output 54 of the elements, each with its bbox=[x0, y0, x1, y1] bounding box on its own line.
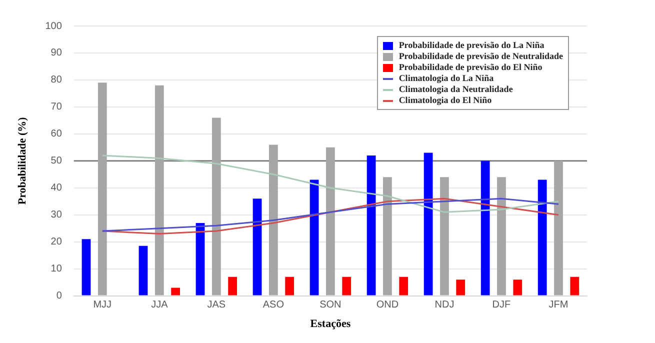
bar bbox=[342, 276, 352, 296]
y-tick-label: 10 bbox=[50, 264, 62, 275]
y-tick-label: 80 bbox=[50, 74, 62, 86]
bar bbox=[513, 280, 522, 296]
bar bbox=[440, 177, 449, 296]
bar bbox=[138, 246, 148, 296]
y-tick-label: 100 bbox=[45, 20, 62, 32]
x-tick-label: SON bbox=[320, 300, 342, 311]
bar bbox=[326, 147, 335, 296]
bar bbox=[456, 280, 466, 296]
y-tick-label: 40 bbox=[50, 182, 62, 194]
bar bbox=[480, 160, 490, 296]
bar bbox=[252, 198, 262, 296]
legend-label: Climatologia da Neutralidade bbox=[398, 84, 513, 95]
bar bbox=[570, 276, 580, 296]
y-tick-label: 30 bbox=[50, 210, 62, 221]
bar bbox=[228, 276, 238, 296]
x-tick-label: JAS bbox=[207, 300, 226, 311]
x-tick-label: DJF bbox=[492, 300, 511, 311]
y-tick-label: 0 bbox=[56, 290, 62, 302]
legend-label: Climatologia do La Niña bbox=[398, 73, 494, 84]
y-tick-label: 20 bbox=[50, 236, 62, 248]
bar bbox=[82, 239, 91, 296]
bar bbox=[554, 160, 563, 296]
y-tick-label: 90 bbox=[50, 48, 62, 59]
legend-label: Probabilidade de previsão do La Niña bbox=[398, 40, 544, 51]
x-tick-label: ASO bbox=[262, 300, 284, 311]
x-tick-label: JJA bbox=[151, 300, 168, 311]
bar bbox=[98, 82, 107, 296]
x-tick-label: OND bbox=[376, 300, 399, 311]
bar bbox=[497, 177, 506, 296]
bar bbox=[285, 276, 294, 296]
bar bbox=[212, 118, 221, 296]
y-tick-label: 70 bbox=[50, 102, 62, 113]
x-tick-label: MJJ bbox=[93, 300, 112, 311]
legend-label: Probabilidade de previsão de Neutralidade bbox=[398, 51, 563, 62]
bar bbox=[424, 152, 433, 296]
legend-label: Probabilidade de previsão do El Niño bbox=[398, 62, 542, 73]
bar bbox=[366, 156, 376, 296]
bar bbox=[268, 144, 278, 296]
bar bbox=[399, 276, 408, 296]
bar bbox=[196, 222, 205, 296]
bar bbox=[538, 180, 547, 296]
y-tick-label: 50 bbox=[50, 156, 62, 167]
y-tick-label: 60 bbox=[50, 128, 62, 140]
bar bbox=[310, 180, 319, 296]
bar bbox=[383, 177, 392, 296]
legend-label: Climatologia do El Niño bbox=[398, 95, 492, 106]
y-axis-title: Probabilidade (%) bbox=[16, 116, 28, 205]
x-tick-label: NDJ bbox=[434, 300, 454, 311]
x-tick-label: JFM bbox=[548, 300, 568, 311]
x-axis-title: Estações bbox=[310, 318, 352, 330]
bar bbox=[154, 85, 164, 296]
bar bbox=[171, 288, 180, 296]
